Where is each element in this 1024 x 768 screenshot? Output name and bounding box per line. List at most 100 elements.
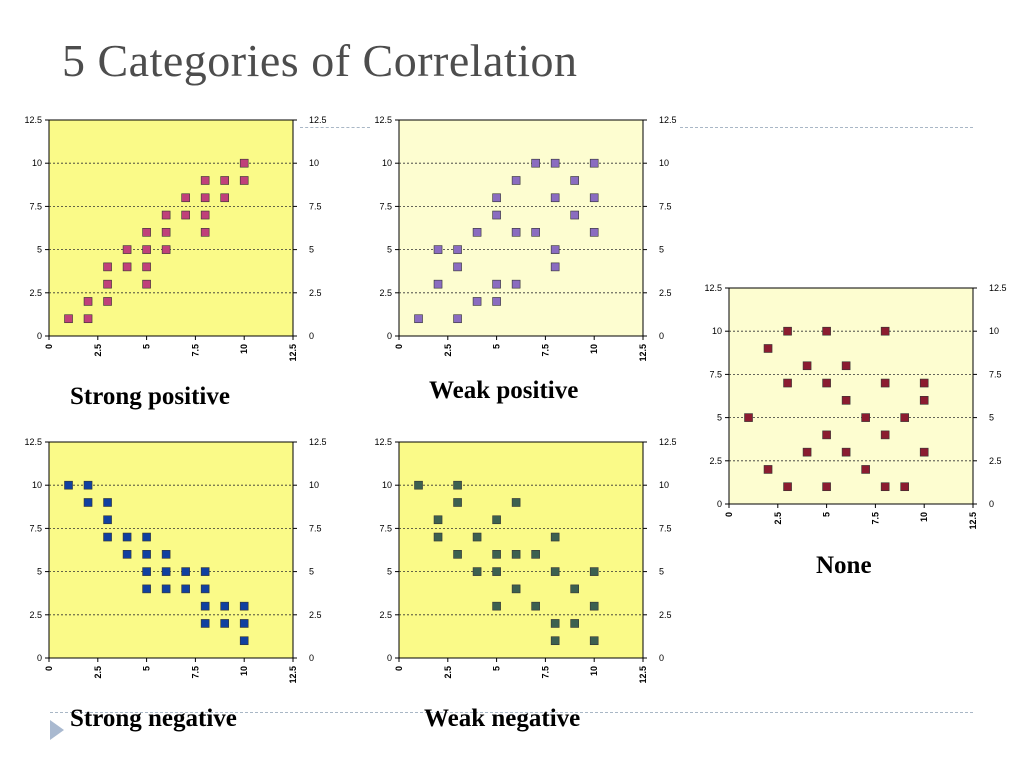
data-point (550, 619, 560, 628)
data-point (861, 465, 870, 474)
data-point (220, 619, 229, 628)
y-tick-label-left: 7.5 (379, 201, 392, 211)
data-point (841, 447, 851, 457)
data-point (453, 550, 462, 559)
data-point (433, 279, 443, 289)
data-point (414, 480, 423, 490)
data-point (453, 498, 462, 507)
data-point (239, 619, 249, 628)
data-point (802, 361, 812, 371)
data-point (161, 245, 171, 254)
y-tick-label-left: 5 (387, 245, 392, 255)
data-point (239, 636, 249, 646)
data-point (472, 567, 482, 576)
x-tick-label: 12.5 (968, 512, 978, 530)
data-point (550, 158, 560, 168)
data-point (531, 550, 540, 559)
y-tick-label-right: 10 (989, 326, 999, 336)
data-point (763, 465, 773, 474)
y-tick-label-right: 2.5 (309, 288, 322, 298)
y-tick-label-right: 0 (659, 331, 664, 341)
plot-area (398, 441, 644, 659)
data-point (239, 601, 249, 611)
y-tick-label-left: 5 (37, 245, 42, 255)
x-tick-label: 7.5 (870, 512, 880, 525)
data-point (570, 176, 579, 185)
y-tick-label-right: 12.5 (309, 437, 327, 447)
data-point (453, 314, 462, 324)
data-point (511, 228, 521, 237)
data-point (472, 228, 482, 237)
data-point (161, 550, 171, 559)
data-point (161, 567, 171, 576)
x-tick-label: 10 (239, 344, 249, 354)
y-tick-label-left: 10 (32, 158, 42, 168)
data-point (181, 193, 190, 203)
x-tick-label: 2.5 (443, 344, 453, 357)
data-point (122, 262, 132, 272)
data-point (200, 601, 210, 611)
data-point (511, 498, 521, 507)
data-point (142, 245, 151, 254)
data-point (200, 228, 210, 237)
data-point (200, 210, 210, 220)
data-point (880, 430, 890, 440)
divider-bottom (50, 712, 973, 713)
caption-weak-positive: Weak positive (429, 377, 579, 404)
data-point (220, 193, 229, 203)
data-point (83, 480, 93, 490)
x-tick-label: 0 (44, 666, 54, 671)
data-point (531, 158, 540, 168)
data-point (122, 532, 132, 542)
x-tick-label: 12.5 (638, 344, 648, 362)
data-point (511, 550, 521, 559)
data-point (492, 567, 501, 576)
x-tick-label: 0 (44, 344, 54, 349)
y-tick-label-left: 7.5 (29, 523, 42, 533)
y-tick-label-right: 12.5 (659, 115, 677, 125)
data-point (861, 413, 870, 422)
data-point (200, 193, 210, 203)
x-tick-label: 10 (589, 344, 599, 354)
plot-area (48, 441, 294, 659)
y-tick-label-right: 12.5 (989, 283, 1007, 293)
data-point (570, 619, 579, 628)
data-point (531, 228, 540, 237)
data-point (103, 279, 112, 289)
data-point (103, 297, 112, 306)
y-tick-label-right: 10 (659, 158, 669, 168)
data-point (531, 601, 540, 611)
y-tick-label-left: 2.5 (379, 288, 392, 298)
divider-top-right (680, 127, 973, 128)
y-tick-label-left: 10 (712, 326, 722, 336)
data-point (83, 297, 93, 306)
x-tick-label: 12.5 (288, 344, 298, 362)
data-point (239, 176, 249, 185)
data-point (200, 176, 210, 185)
y-tick-label-right: 7.5 (309, 523, 322, 533)
data-point (122, 550, 132, 559)
data-point (239, 158, 249, 168)
data-point (589, 228, 599, 237)
data-point (550, 193, 560, 203)
data-point (103, 515, 112, 525)
data-point (142, 532, 151, 542)
data-point (919, 447, 929, 457)
data-point (570, 210, 579, 220)
y-tick-label-left: 12.5 (704, 283, 722, 293)
data-point (880, 482, 890, 492)
plot-area (398, 119, 644, 337)
y-tick-label-left: 12.5 (374, 115, 392, 125)
data-point (122, 245, 132, 254)
x-tick-label: 7.5 (540, 344, 550, 357)
data-point (589, 193, 599, 203)
data-point (103, 532, 112, 542)
x-tick-label: 2.5 (93, 666, 103, 679)
x-tick-label: 10 (919, 512, 929, 522)
x-tick-label: 10 (589, 666, 599, 676)
data-point (64, 480, 73, 490)
